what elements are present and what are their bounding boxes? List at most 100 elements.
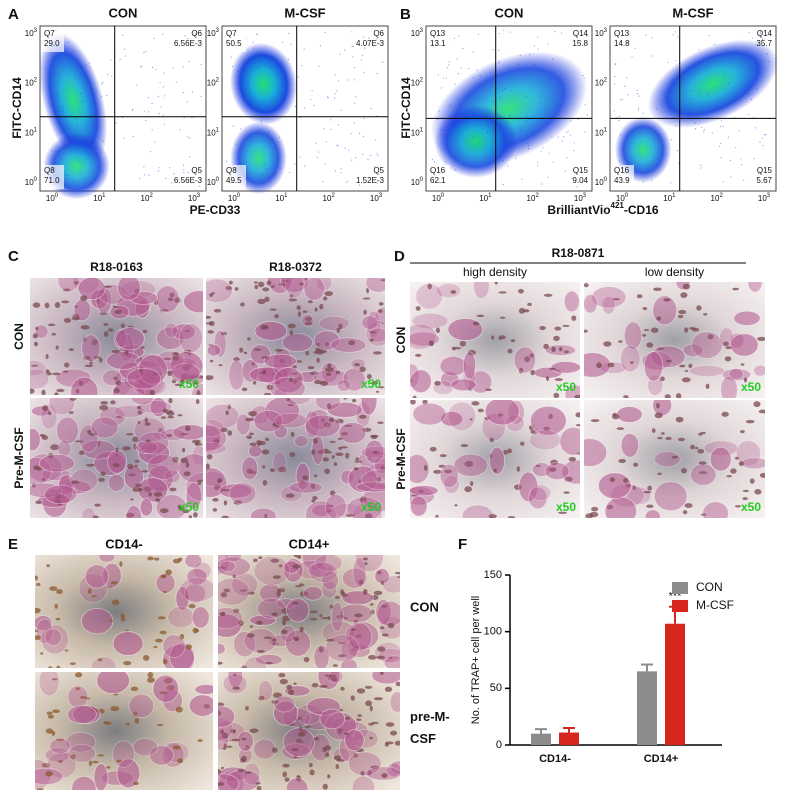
scatter-dot	[537, 161, 539, 163]
cell	[691, 327, 700, 332]
cell	[136, 405, 142, 410]
cell	[206, 344, 222, 357]
cell	[220, 592, 228, 598]
cell	[311, 499, 316, 503]
scatter-dot	[561, 82, 563, 84]
scatter-dot	[102, 140, 104, 142]
cell	[261, 449, 270, 455]
cell	[123, 660, 132, 666]
scatter-dot	[659, 133, 661, 135]
scatter-dot	[533, 45, 536, 47]
cell	[164, 469, 181, 484]
scatter-dot	[376, 182, 378, 184]
scatter-dot	[260, 120, 263, 122]
cell	[74, 305, 79, 308]
scatter-dot	[618, 120, 620, 122]
cell	[90, 416, 119, 439]
magnification: x50	[361, 377, 381, 391]
cell	[337, 728, 343, 734]
scatter-dot	[500, 116, 502, 118]
cell	[630, 361, 634, 365]
cell	[429, 446, 437, 452]
cell	[443, 475, 460, 494]
cell	[688, 363, 693, 369]
cell	[310, 483, 316, 490]
scatter-dot	[351, 159, 353, 161]
scatter-dot	[55, 93, 57, 95]
scatter-dot	[334, 74, 336, 76]
quadrant-value: 71.0	[44, 176, 60, 185]
quadrant-name: Q14	[757, 29, 773, 38]
cell	[337, 641, 346, 644]
cell	[367, 770, 372, 776]
cell	[73, 281, 80, 285]
cell	[489, 437, 494, 443]
scatter-dot	[303, 107, 306, 109]
cell	[327, 363, 332, 368]
quadrant-value: 35.7	[756, 39, 772, 48]
scatter-dot	[324, 163, 326, 165]
scatter-dot	[340, 171, 342, 174]
scatter-dot	[636, 89, 638, 92]
cell	[476, 314, 485, 318]
bar	[559, 732, 579, 745]
quadrant-name: Q6	[191, 29, 202, 38]
cell	[138, 368, 144, 373]
cell	[67, 743, 96, 763]
axis-tick-label: 101	[595, 127, 608, 138]
cell	[460, 444, 469, 448]
quadrant-name: Q8	[226, 166, 237, 175]
scatter-dot	[493, 101, 495, 103]
scatter-dot	[563, 136, 565, 138]
cell	[516, 466, 520, 472]
cell	[48, 452, 54, 459]
scatter-dot	[337, 80, 340, 82]
cell	[301, 313, 315, 328]
scatter-dot	[561, 140, 563, 142]
cell	[115, 380, 122, 386]
cell	[218, 577, 251, 606]
cell	[272, 575, 281, 579]
cell	[112, 463, 120, 468]
scatter-dot	[232, 65, 234, 67]
scatter-dot	[582, 75, 584, 77]
scatter-dot	[294, 105, 296, 108]
tick-exponent: 2	[604, 77, 608, 83]
scatter-dot	[486, 132, 488, 134]
cell	[206, 375, 214, 381]
cell	[559, 346, 563, 352]
cell	[293, 435, 309, 448]
cell	[149, 744, 174, 766]
cell	[680, 292, 688, 298]
tick-base: 10	[595, 79, 604, 88]
cell	[327, 774, 331, 779]
cell	[742, 489, 750, 493]
quadrant-name: Q13	[430, 29, 446, 38]
scatter-dot	[354, 157, 357, 159]
cell	[597, 472, 632, 500]
scatter-dot	[671, 80, 673, 82]
tick-base: 10	[370, 194, 379, 203]
cell	[94, 503, 101, 507]
cell	[257, 442, 261, 447]
tick-exponent: 2	[149, 193, 153, 199]
cell	[313, 330, 341, 351]
cell	[91, 595, 97, 598]
magnification: x50	[179, 377, 199, 391]
cell	[326, 372, 332, 376]
cell	[365, 278, 385, 293]
cell	[167, 297, 174, 302]
cell	[182, 447, 186, 453]
cell	[84, 364, 94, 368]
cell	[133, 417, 166, 443]
scatter-dot	[682, 77, 684, 80]
scatter-dot	[474, 93, 477, 95]
scatter-dot	[543, 115, 545, 117]
cell	[233, 608, 240, 613]
cell	[380, 580, 385, 585]
cell	[331, 677, 338, 682]
cell	[303, 585, 323, 601]
cell	[116, 759, 122, 763]
scatter-dot	[354, 102, 356, 104]
scatter-dot	[492, 49, 494, 51]
